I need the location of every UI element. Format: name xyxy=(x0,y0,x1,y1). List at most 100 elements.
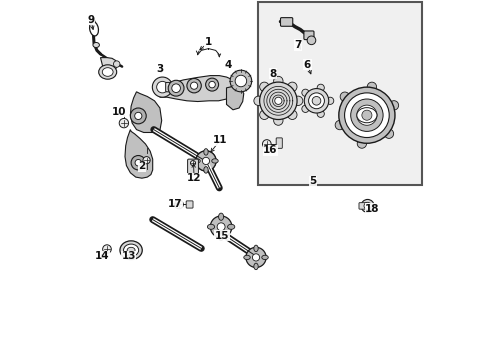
Circle shape xyxy=(361,199,373,212)
Circle shape xyxy=(253,96,263,105)
Circle shape xyxy=(208,81,215,88)
Polygon shape xyxy=(130,92,162,132)
Circle shape xyxy=(301,89,308,96)
Circle shape xyxy=(217,223,224,231)
FancyBboxPatch shape xyxy=(303,31,313,40)
Ellipse shape xyxy=(227,224,234,229)
Circle shape xyxy=(366,82,376,91)
Circle shape xyxy=(235,75,246,87)
Circle shape xyxy=(186,78,201,93)
Circle shape xyxy=(356,105,376,125)
Circle shape xyxy=(308,93,324,109)
Ellipse shape xyxy=(218,233,223,240)
Ellipse shape xyxy=(244,255,250,260)
Text: 13: 13 xyxy=(121,251,136,261)
Ellipse shape xyxy=(211,159,218,163)
Circle shape xyxy=(326,97,333,104)
Text: 1: 1 xyxy=(204,37,212,48)
Circle shape xyxy=(287,110,296,120)
Text: 15: 15 xyxy=(215,231,229,241)
Circle shape xyxy=(304,89,328,113)
Ellipse shape xyxy=(203,167,208,173)
FancyBboxPatch shape xyxy=(165,82,177,92)
Circle shape xyxy=(317,84,324,91)
Text: 16: 16 xyxy=(263,145,277,156)
Circle shape xyxy=(340,92,349,102)
Circle shape xyxy=(384,129,393,138)
Circle shape xyxy=(388,101,398,110)
Circle shape xyxy=(293,96,302,105)
FancyBboxPatch shape xyxy=(280,18,292,26)
Circle shape xyxy=(190,82,197,89)
Circle shape xyxy=(168,80,183,96)
Circle shape xyxy=(259,110,268,120)
Bar xyxy=(257,2,421,185)
Ellipse shape xyxy=(123,244,139,256)
Ellipse shape xyxy=(253,263,258,270)
Polygon shape xyxy=(125,130,152,178)
Circle shape xyxy=(301,105,308,112)
Text: 10: 10 xyxy=(112,107,126,117)
Circle shape xyxy=(306,36,315,45)
Circle shape xyxy=(259,82,296,120)
Circle shape xyxy=(130,108,146,124)
Text: 4: 4 xyxy=(224,60,232,70)
Circle shape xyxy=(134,112,142,120)
Circle shape xyxy=(156,81,168,93)
Text: 12: 12 xyxy=(186,173,201,183)
Polygon shape xyxy=(101,58,118,71)
Text: 2: 2 xyxy=(138,161,145,171)
Circle shape xyxy=(205,78,218,91)
Circle shape xyxy=(152,77,172,97)
Ellipse shape xyxy=(203,149,208,155)
Ellipse shape xyxy=(261,255,268,260)
Ellipse shape xyxy=(99,65,117,79)
Text: 5: 5 xyxy=(308,176,316,186)
Text: 11: 11 xyxy=(212,135,227,145)
Text: 14: 14 xyxy=(95,251,109,261)
Circle shape xyxy=(317,110,324,117)
Text: 1: 1 xyxy=(204,37,212,48)
Circle shape xyxy=(273,76,283,86)
Circle shape xyxy=(171,84,180,93)
Ellipse shape xyxy=(89,22,98,36)
Text: 6: 6 xyxy=(303,60,310,70)
Ellipse shape xyxy=(253,245,258,252)
FancyBboxPatch shape xyxy=(358,203,367,209)
Circle shape xyxy=(350,99,382,131)
Circle shape xyxy=(357,139,366,148)
Circle shape xyxy=(338,87,394,143)
Circle shape xyxy=(287,82,296,91)
Circle shape xyxy=(311,96,320,105)
Circle shape xyxy=(274,97,282,104)
Ellipse shape xyxy=(356,108,376,123)
Circle shape xyxy=(245,247,265,267)
Circle shape xyxy=(131,156,145,170)
Text: 18: 18 xyxy=(365,204,379,214)
Circle shape xyxy=(230,70,251,92)
Circle shape xyxy=(196,151,216,171)
Circle shape xyxy=(210,216,231,238)
Circle shape xyxy=(190,161,195,166)
Circle shape xyxy=(113,61,120,67)
Circle shape xyxy=(252,254,259,261)
Circle shape xyxy=(202,157,209,165)
Circle shape xyxy=(196,151,216,171)
Circle shape xyxy=(273,116,283,125)
Circle shape xyxy=(361,110,371,120)
Text: 17: 17 xyxy=(168,199,183,210)
Ellipse shape xyxy=(93,42,99,48)
Ellipse shape xyxy=(120,241,142,260)
Circle shape xyxy=(174,200,183,209)
FancyBboxPatch shape xyxy=(276,138,282,148)
FancyBboxPatch shape xyxy=(187,159,198,174)
Polygon shape xyxy=(226,86,244,110)
Ellipse shape xyxy=(193,159,200,163)
Polygon shape xyxy=(160,76,234,102)
Ellipse shape xyxy=(207,224,214,229)
Circle shape xyxy=(142,157,150,164)
Circle shape xyxy=(334,120,344,130)
Text: 3: 3 xyxy=(156,64,163,74)
Ellipse shape xyxy=(218,213,223,220)
Text: 9: 9 xyxy=(87,15,94,25)
